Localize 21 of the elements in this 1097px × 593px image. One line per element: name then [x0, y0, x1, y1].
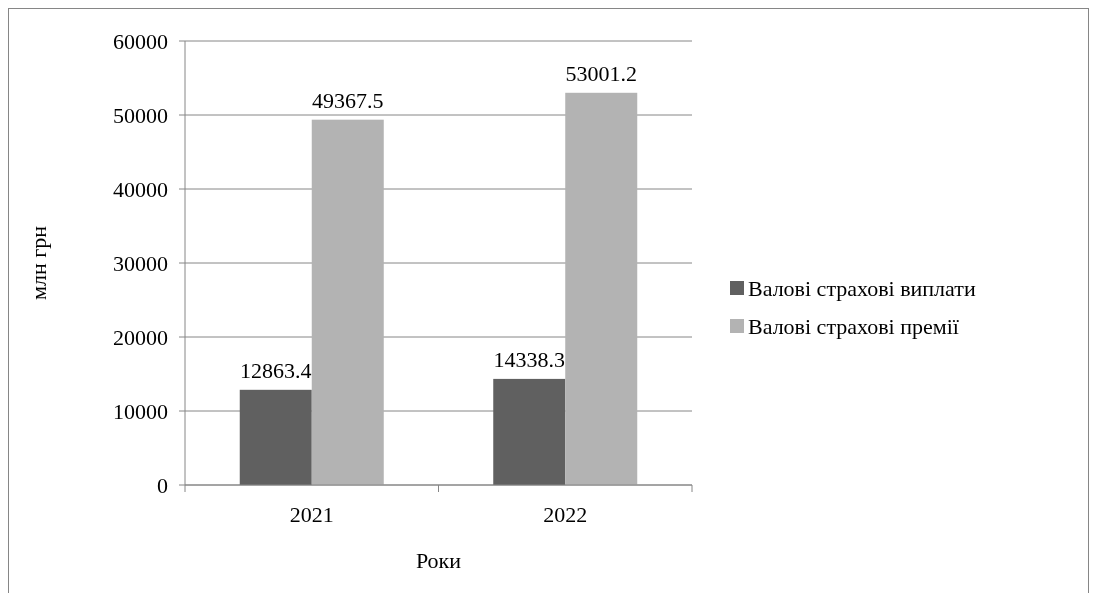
y-tick-label: 40000: [113, 176, 168, 202]
bar: [565, 92, 638, 485]
y-axis-title: млн грн: [26, 225, 51, 300]
legend-label: Валові страхові премії: [748, 313, 960, 339]
y-tick-label: 50000: [113, 102, 168, 128]
y-tick-label: 10000: [113, 398, 168, 424]
bar: [493, 378, 566, 485]
data-label: 49367.5: [312, 87, 384, 113]
x-axis-title: Роки: [415, 548, 462, 573]
bar: [311, 119, 384, 485]
y-tick-label: 20000: [113, 324, 168, 350]
x-tick-label: 2022: [543, 502, 588, 527]
y-tick-label: 0: [157, 472, 168, 498]
data-label: 53001.2: [565, 60, 637, 86]
y-tick-label: 60000: [113, 28, 168, 54]
data-label: 14338.3: [493, 346, 565, 372]
legend-label: Валові страхові виплати: [748, 275, 976, 301]
x-tick-label: 2021: [289, 502, 334, 527]
bar: [239, 389, 312, 485]
y-tick-label: 30000: [113, 250, 168, 276]
data-label: 12863.4: [240, 357, 312, 383]
